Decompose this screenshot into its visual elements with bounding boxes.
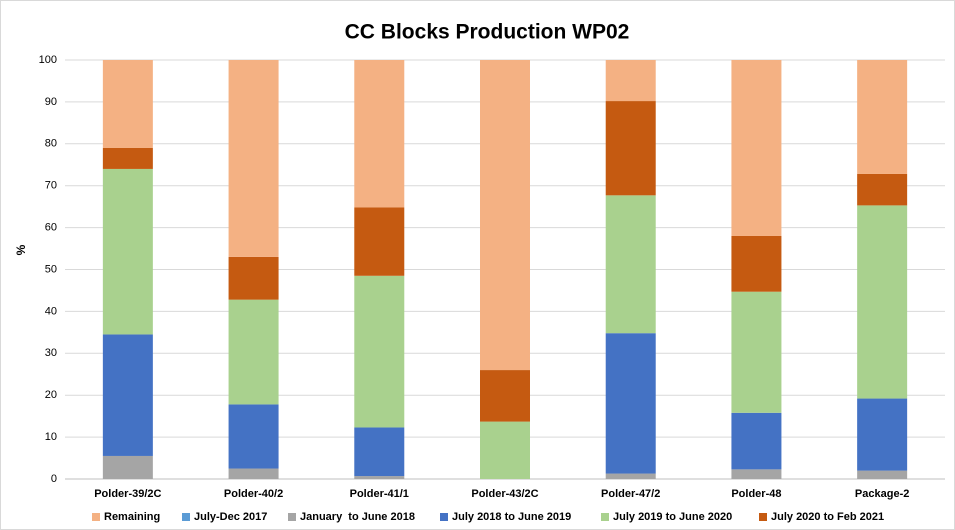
bar-segment bbox=[354, 60, 405, 208]
bar-segment bbox=[228, 299, 279, 405]
y-tick-label: 60 bbox=[45, 222, 57, 234]
bar-segment bbox=[731, 412, 782, 470]
legend-swatch bbox=[440, 513, 448, 521]
bar-segment bbox=[480, 60, 530, 371]
bar-segment bbox=[857, 470, 908, 479]
bar-segment bbox=[228, 256, 279, 300]
y-axis-label: % bbox=[14, 244, 28, 255]
chart-title: CC Blocks Production WP02 bbox=[345, 21, 630, 44]
bar-segment bbox=[605, 333, 656, 474]
bar-segment bbox=[480, 421, 530, 479]
legend-swatch bbox=[288, 513, 296, 521]
bar-segment bbox=[857, 60, 908, 174]
bar-segment bbox=[605, 60, 656, 102]
bar-segment bbox=[605, 473, 656, 479]
x-tick-label: Polder-43/2C bbox=[471, 488, 538, 500]
x-tick-label: Polder-47/2 bbox=[601, 488, 660, 500]
bar-segment bbox=[857, 173, 908, 206]
x-tick-label: Package-2 bbox=[855, 488, 909, 500]
bar-segment bbox=[731, 60, 782, 236]
bar-segment bbox=[354, 427, 405, 477]
bar-segment bbox=[102, 455, 153, 479]
legend-label: July 2019 to June 2020 bbox=[613, 511, 732, 523]
bar-segment bbox=[731, 235, 782, 292]
bar-segment bbox=[857, 398, 908, 471]
bar-segment bbox=[354, 476, 405, 479]
bar-segment bbox=[857, 205, 908, 399]
bar-segment bbox=[102, 60, 153, 148]
y-tick-label: 100 bbox=[39, 54, 57, 66]
bar-segment bbox=[228, 468, 279, 479]
y-tick-label: 70 bbox=[45, 180, 57, 192]
bar-segment bbox=[354, 207, 405, 276]
y-tick-label: 80 bbox=[45, 138, 57, 150]
y-tick-label: 10 bbox=[45, 431, 57, 443]
legend-swatch bbox=[601, 513, 609, 521]
bar-segment bbox=[102, 147, 153, 169]
legend-label: January to June 2018 bbox=[300, 511, 415, 523]
legend-swatch bbox=[759, 513, 767, 521]
y-tick-label: 50 bbox=[45, 263, 57, 275]
y-tick-label: 90 bbox=[45, 96, 57, 108]
bar-segment bbox=[605, 195, 656, 334]
x-tick-label: Polder-41/1 bbox=[350, 488, 409, 500]
y-tick-label: 0 bbox=[51, 473, 57, 485]
legend-label: July 2020 to Feb 2021 bbox=[771, 511, 884, 523]
x-tick-label: Polder-40/2 bbox=[224, 488, 283, 500]
x-tick-label: Polder-48 bbox=[731, 488, 781, 500]
legend-label: July-Dec 2017 bbox=[194, 511, 267, 523]
bar-segment bbox=[480, 370, 530, 422]
y-tick-label: 40 bbox=[45, 305, 57, 317]
legend-label: July 2018 to June 2019 bbox=[452, 511, 571, 523]
bar-segment bbox=[102, 168, 153, 335]
y-tick-label: 30 bbox=[45, 347, 57, 359]
y-tick-label: 20 bbox=[45, 389, 57, 401]
bar-segment bbox=[354, 275, 405, 428]
x-tick-label: Polder-39/2C bbox=[94, 488, 161, 500]
bar-segment bbox=[731, 469, 782, 479]
legend-label: Remaining bbox=[104, 511, 160, 523]
bar-segment bbox=[102, 334, 153, 456]
bar-segment bbox=[228, 404, 279, 469]
bar-segment bbox=[605, 101, 656, 196]
bar-segment bbox=[731, 291, 782, 413]
legend-swatch bbox=[92, 513, 100, 521]
legend-swatch bbox=[182, 513, 190, 521]
bar-segment bbox=[228, 60, 279, 257]
